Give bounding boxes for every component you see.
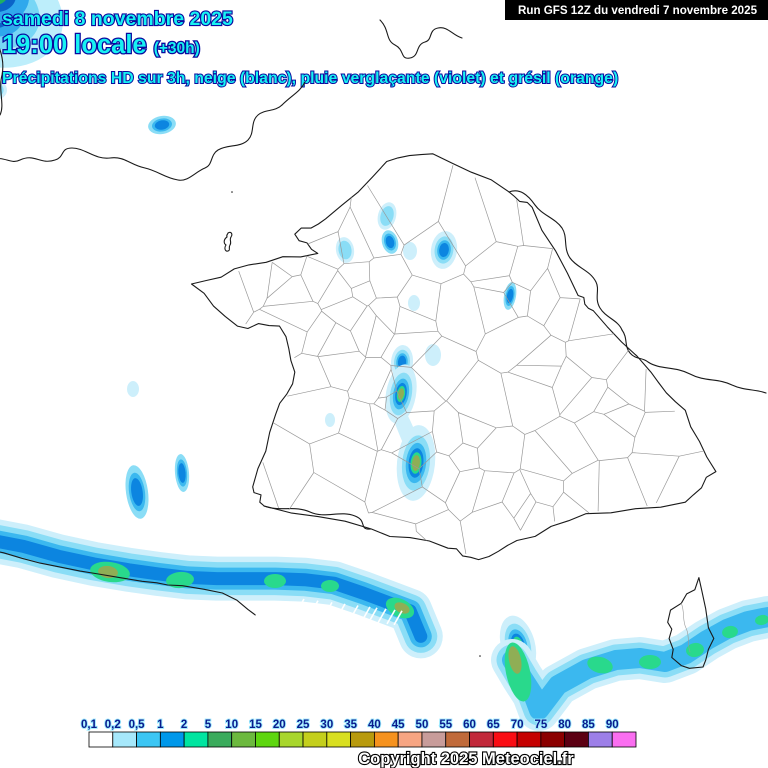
svg-text:30: 30	[320, 719, 333, 731]
svg-text:25: 25	[297, 719, 310, 731]
svg-text:90: 90	[606, 719, 619, 731]
svg-text:20: 20	[273, 719, 286, 731]
svg-text:45: 45	[392, 719, 405, 731]
svg-text:0,1: 0,1	[81, 719, 98, 731]
svg-text:samedi 8 novembre 2025: samedi 8 novembre 2025	[2, 8, 233, 30]
svg-text:Run GFS 12Z du vendredi 7 nove: Run GFS 12Z du vendredi 7 novembre 2025	[518, 4, 758, 17]
svg-text:85: 85	[582, 719, 595, 731]
svg-text:10: 10	[225, 719, 238, 731]
svg-text:0,2: 0,2	[105, 719, 121, 731]
svg-text:70: 70	[511, 719, 524, 731]
svg-text:80: 80	[558, 719, 571, 731]
svg-text:0,5: 0,5	[129, 719, 146, 731]
svg-text:65: 65	[487, 719, 500, 731]
svg-text:60: 60	[463, 719, 476, 731]
svg-text:15: 15	[249, 719, 262, 731]
svg-text:55: 55	[439, 719, 452, 731]
svg-text:35: 35	[344, 719, 357, 731]
svg-text:5: 5	[205, 719, 212, 731]
svg-text:Copyright 2025 Meteociel.fr: Copyright 2025 Meteociel.fr	[358, 750, 574, 768]
svg-text:2: 2	[181, 719, 187, 731]
svg-text:50: 50	[416, 719, 429, 731]
svg-text:75: 75	[534, 719, 547, 731]
svg-text:Précipitations HD sur 3h, neig: Précipitations HD sur 3h, neige (blanc),…	[2, 70, 618, 87]
svg-text:40: 40	[368, 719, 381, 731]
svg-text:1: 1	[157, 719, 164, 731]
